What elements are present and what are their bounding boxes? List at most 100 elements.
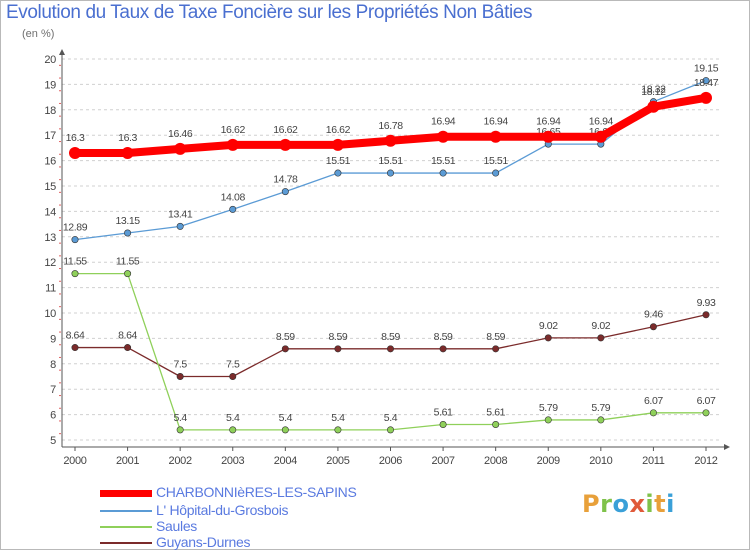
data-label: 15.51 — [484, 155, 509, 167]
y-axis-arrow — [59, 49, 65, 55]
y-tick-label: 7 — [50, 384, 56, 396]
data-point — [229, 205, 237, 213]
x-tick-label: 2005 — [326, 455, 349, 467]
data-label: 9.02 — [591, 320, 610, 332]
x-tick-label: 2001 — [116, 455, 139, 467]
data-label: 16.94 — [536, 116, 561, 128]
data-label: 11.55 — [116, 256, 140, 268]
data-point — [71, 344, 79, 352]
data-label: 8.64 — [118, 330, 137, 342]
data-point — [176, 222, 184, 230]
data-point — [700, 91, 712, 104]
data-label: 15.51 — [431, 155, 456, 167]
data-label: 18.32 — [641, 84, 666, 96]
y-tick-label: 17 — [44, 130, 56, 142]
data-label: 16.3 — [66, 132, 85, 144]
data-point — [229, 372, 237, 380]
y-tick-label: 13 — [44, 232, 56, 244]
data-point — [334, 345, 342, 353]
proxiti-logo: Proxiti — [582, 490, 675, 518]
data-point — [386, 345, 394, 353]
x-tick-label: 2006 — [379, 455, 402, 467]
data-label: 5.4 — [331, 412, 345, 424]
y-tick-label: 12 — [44, 257, 56, 269]
data-label: 15.51 — [378, 155, 403, 167]
data-label: 5.79 — [591, 402, 610, 414]
data-point — [597, 416, 605, 424]
data-point — [71, 236, 79, 244]
data-label: 15.51 — [326, 155, 351, 167]
data-point — [281, 345, 289, 353]
data-label: 16.46 — [168, 128, 193, 140]
data-label: 8.59 — [276, 331, 295, 343]
data-label: 6.07 — [644, 395, 663, 407]
legend-label: L' Hôpital-du-Grosbois — [156, 502, 289, 518]
x-tick-label: 2002 — [169, 455, 192, 467]
data-point — [281, 426, 289, 434]
data-point — [331, 138, 344, 151]
data-point — [124, 229, 132, 237]
y-tick-label: 11 — [45, 283, 56, 295]
data-label: 5.61 — [434, 407, 453, 419]
data-point — [124, 270, 132, 278]
legend-label: CHARBONNIèRES-LES-SAPINS — [156, 484, 357, 500]
data-label: 16.94 — [431, 116, 456, 128]
data-point — [69, 146, 81, 159]
x-tick-label: 2007 — [431, 455, 454, 467]
data-label: 5.61 — [486, 407, 505, 419]
x-tick-label: 2004 — [274, 455, 297, 467]
data-label: 5.4 — [173, 412, 187, 424]
data-point — [492, 345, 500, 353]
y-tick-label: 16 — [44, 156, 56, 168]
data-point — [702, 77, 710, 85]
data-point — [176, 372, 184, 380]
x-tick-label: 2008 — [484, 455, 507, 467]
data-point — [437, 130, 450, 143]
x-tick-label: 2011 — [642, 455, 665, 467]
data-label: 16.62 — [326, 124, 351, 136]
data-point — [334, 169, 342, 177]
data-point — [124, 344, 132, 352]
data-label: 8.64 — [66, 330, 85, 342]
legend-label: Saules — [156, 518, 198, 534]
x-axis-arrow — [724, 444, 730, 450]
data-point — [176, 426, 184, 434]
data-point — [439, 421, 447, 429]
data-label: 11.55 — [63, 256, 87, 268]
data-label: 5.4 — [226, 412, 240, 424]
data-point — [121, 146, 134, 159]
x-tick-label: 2003 — [221, 455, 244, 467]
chart-title: Evolution du Taux de Taxe Foncière sur l… — [6, 2, 533, 23]
data-label: 9.46 — [644, 309, 663, 321]
data-point — [649, 409, 657, 417]
data-point — [647, 100, 660, 113]
data-label: 16.62 — [221, 124, 246, 136]
data-label: 8.59 — [381, 331, 400, 343]
data-point — [226, 138, 239, 151]
data-label: 14.08 — [221, 191, 246, 203]
data-label: 16.3 — [118, 132, 137, 144]
data-label: 12.89 — [63, 222, 88, 234]
data-point — [229, 426, 237, 434]
data-point — [489, 130, 502, 143]
data-point — [279, 138, 292, 151]
data-label: 9.02 — [539, 320, 558, 332]
y-tick-label: 15 — [44, 181, 56, 193]
data-point — [281, 188, 289, 196]
data-label: 8.59 — [434, 331, 453, 343]
data-label: 18.47 — [694, 77, 719, 89]
x-tick-label: 2012 — [694, 455, 717, 467]
data-point — [384, 134, 397, 147]
data-label: 5.4 — [384, 412, 398, 424]
data-label: 7.5 — [226, 359, 240, 371]
data-point — [649, 323, 657, 331]
y-tick-label: 9 — [50, 333, 56, 345]
data-label: 19.15 — [694, 63, 719, 75]
x-tick-label: 2010 — [589, 455, 612, 467]
data-label: 8.59 — [486, 331, 505, 343]
x-tick-label: 2009 — [537, 455, 560, 467]
unit-label: (en %) — [22, 28, 55, 40]
data-point — [594, 130, 607, 143]
y-tick-label: 8 — [50, 359, 56, 371]
